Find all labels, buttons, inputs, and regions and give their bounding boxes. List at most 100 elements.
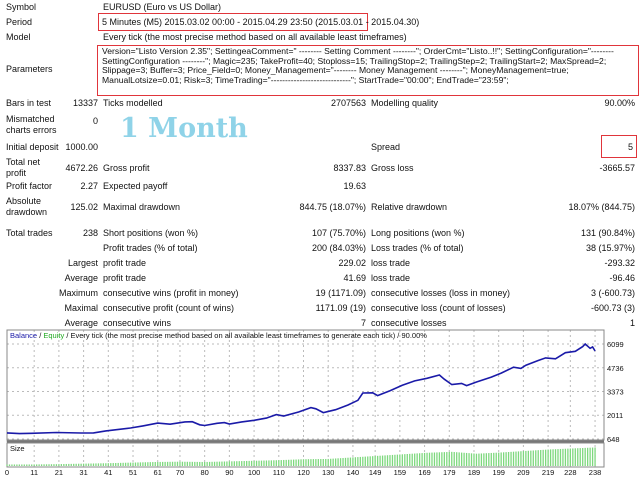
profittr-value: 200 (84.03%) xyxy=(311,243,366,253)
legend-balance: Balance xyxy=(10,331,37,340)
period-label: Period xyxy=(6,17,33,27)
x-tick-label: 41 xyxy=(104,468,112,477)
grossprofit-label: Gross profit xyxy=(103,163,150,173)
maxloss-label: consecutive loss (count of losses) xyxy=(371,303,506,313)
payoff-label: Expected payoff xyxy=(103,181,168,191)
parameters-highlight-box xyxy=(97,45,639,96)
avgcons-label: Average xyxy=(64,318,98,328)
avglosses-value: 1 xyxy=(629,318,635,328)
legend-description: / Every tick (the most precise method ba… xyxy=(64,331,427,340)
average-label: Average xyxy=(64,273,98,283)
chart-grid xyxy=(6,330,604,467)
absdd-value: 125.02 xyxy=(70,202,98,212)
ticks-value: 2707563 xyxy=(330,98,366,108)
x-tick-labels: 0 11 21 31 41 51 61 70 80 90 100 110 120 130 140 149 159… xyxy=(5,468,601,477)
ticks-label: Ticks modelled xyxy=(103,98,163,108)
maxlosses-value: 3 (-600.73) xyxy=(590,288,635,298)
quality-label: Modelling quality xyxy=(371,98,439,108)
y-tick-label: 648 xyxy=(607,435,620,444)
x-tick-label: 100 xyxy=(248,468,261,477)
watermark-text: 1 Month xyxy=(120,113,248,144)
x-tick-label: 209 xyxy=(517,468,530,477)
x-tick-label: 11 xyxy=(30,468,38,477)
x-tick-label: 169 xyxy=(418,468,431,477)
parameters-label: Parameters xyxy=(6,64,53,74)
x-tick-label: 189 xyxy=(468,468,481,477)
absdd-label: Absolute xyxy=(6,196,42,206)
bars-value: 13337 xyxy=(72,98,98,108)
balance-chart: Balance / Equity / Every tick (the most … xyxy=(5,329,624,477)
x-tick-label: 130 xyxy=(322,468,335,477)
deposit-value: 1000.00 xyxy=(65,142,98,152)
profittr-label: Profit trades (% of total) xyxy=(103,243,198,253)
legend-sep: / xyxy=(37,331,43,340)
absdd-label-2: drawdown xyxy=(6,207,48,217)
maxdd-value: 844.75 (18.07%) xyxy=(299,202,366,212)
x-tick-label: 51 xyxy=(129,468,137,477)
trades-label: Total trades xyxy=(6,228,53,238)
mismatch-value: 0 xyxy=(92,116,98,126)
x-tick-label: 21 xyxy=(55,468,63,477)
x-tick-label: 140 xyxy=(347,468,360,477)
x-tick-label: 179 xyxy=(443,468,456,477)
largest-loss-value: -293.32 xyxy=(604,258,635,268)
period-highlight-box xyxy=(98,13,368,31)
main-plot-frame xyxy=(6,329,605,441)
mismatch-label: Mismatched xyxy=(6,114,55,124)
largest-label: Largest xyxy=(67,258,98,268)
maxloss-value: -600.73 (3) xyxy=(590,303,635,313)
spread-highlight-box xyxy=(601,135,637,158)
maxwins-label: consecutive wins (profit in money) xyxy=(103,288,239,298)
maxdd-label: Maximal drawdown xyxy=(103,202,181,212)
legend-equity: Equity xyxy=(43,331,64,340)
balance-line xyxy=(6,342,596,435)
svg-text:Balance / Equity / Every tick: Balance / Equity / Every tick (the most … xyxy=(10,331,427,340)
losstr-value: 38 (15.97%) xyxy=(585,243,635,253)
y-tick-labels: 6099 4736 3373 2011 648 xyxy=(607,340,624,444)
grossprofit-value: 8337.83 xyxy=(333,163,366,173)
x-tick-label: 228 xyxy=(564,468,577,477)
grossloss-label: Gross loss xyxy=(371,163,414,173)
y-tick-label: 2011 xyxy=(607,411,623,420)
long-value: 131 (90.84%) xyxy=(580,228,635,238)
size-plot-frame xyxy=(6,442,605,468)
x-tick-label: 110 xyxy=(273,468,285,477)
x-tick-label: 80 xyxy=(200,468,208,477)
pf-value: 2.27 xyxy=(80,181,98,191)
payoff-value: 19.63 xyxy=(343,181,366,191)
x-tick-label: 120 xyxy=(297,468,310,477)
mismatch-label-2: charts errors xyxy=(6,125,57,135)
model-value: Every tick (the most precise method base… xyxy=(103,32,407,42)
reldd-label: Relative drawdown xyxy=(371,202,448,212)
netprofit-value: 4672.26 xyxy=(65,163,98,173)
trades-value: 238 xyxy=(82,228,98,238)
x-tick-label: 238 xyxy=(589,468,602,477)
short-label: Short positions (won %) xyxy=(103,228,199,238)
x-tick-label: 159 xyxy=(394,468,407,477)
parameters-value: Version="Listo Version 2.35"; SettingeaC… xyxy=(102,46,614,85)
period-value: 5 Minutes (M5) 2015.03.02 00:00 - 2015.0… xyxy=(102,17,420,27)
maxprofit-label: consecutive profit (count of wins) xyxy=(103,303,235,313)
model-label: Model xyxy=(6,32,31,42)
grossloss-value: -3665.57 xyxy=(599,163,635,173)
reldd-value: 18.07% (844.75) xyxy=(568,202,635,212)
x-tick-label: 90 xyxy=(225,468,233,477)
x-tick-label: 61 xyxy=(154,468,162,477)
quality-value: 90.00% xyxy=(604,98,635,108)
average-loss-value: -96.46 xyxy=(609,273,635,283)
x-tick-label: 199 xyxy=(492,468,505,477)
y-tick-label: 6099 xyxy=(607,340,624,349)
x-tick-label: 0 xyxy=(5,468,9,477)
x-tick-label: 219 xyxy=(542,468,555,477)
y-tick-label: 3373 xyxy=(607,388,624,397)
largest-profit-value: 229.02 xyxy=(338,258,366,268)
spread-value: 5 xyxy=(627,142,633,152)
avglosses-label: consecutive losses xyxy=(371,318,447,328)
symbol-label: Symbol xyxy=(6,2,37,12)
netprofit-label: Total net xyxy=(6,157,41,167)
avgwins-label: consecutive wins xyxy=(103,318,172,328)
size-bars xyxy=(6,447,596,466)
maximum-label: Maximum xyxy=(58,288,98,298)
maxprofit-value: 1171.09 (19) xyxy=(315,303,366,313)
y-tick-label: 4736 xyxy=(607,364,624,373)
